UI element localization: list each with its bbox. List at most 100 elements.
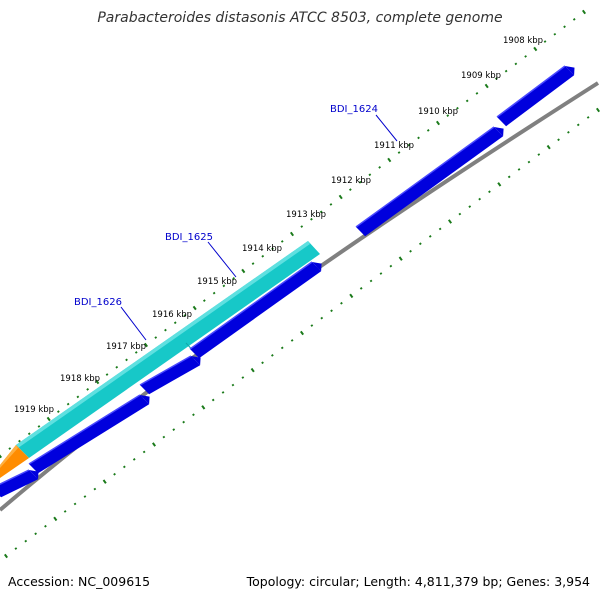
ruler-minor-tick <box>221 391 225 394</box>
cds-bdi-1623[interactable] <box>497 66 575 127</box>
ruler-major-tick <box>435 120 441 126</box>
ruler-minor-tick <box>44 524 47 528</box>
ruler-minor-tick <box>446 114 450 117</box>
ruler-minor-tick <box>340 301 343 305</box>
ruler-minor-tick <box>125 358 128 362</box>
kbp-label-1918: 1918 kbp <box>60 374 100 384</box>
leader-line-bdi-1624 <box>375 114 398 142</box>
ruler-minor-tick <box>576 123 580 127</box>
ruler-minor-tick <box>504 69 508 73</box>
cds-bdi-1628[interactable] <box>0 470 39 498</box>
ruler-minor-tick <box>458 212 462 216</box>
gene-feature-bdi-1625[interactable] <box>16 241 320 458</box>
cds-bdi-1625-forward-highlight <box>189 261 313 350</box>
ruler-minor-tick <box>543 40 547 43</box>
cds-bdi-1627[interactable] <box>29 395 150 474</box>
ruler-minor-tick <box>27 432 31 436</box>
ruler-minor-tick <box>456 106 459 110</box>
ruler-minor-tick <box>86 388 90 391</box>
ruler-minor-tick <box>438 227 442 231</box>
ruler-minor-tick <box>468 205 472 208</box>
ruler-minor-tick <box>162 435 166 439</box>
ruler-minor-tick <box>280 240 284 243</box>
ruler-minor-tick <box>73 502 77 506</box>
ruler-minor-tick <box>329 203 333 206</box>
cds-bdi-1627-arrow-tip <box>140 395 150 405</box>
gene-label-bdi-1626[interactable]: BDI_1626 <box>74 297 122 308</box>
ruler-minor-tick <box>56 410 60 413</box>
ruler-major-tick <box>250 367 255 373</box>
gene-label-bdi-1625[interactable]: BDI_1625 <box>165 232 213 243</box>
ruler-major-tick <box>484 83 489 89</box>
ruler-minor-tick <box>261 361 264 365</box>
ruler-minor-tick <box>105 373 109 376</box>
kbp-label-1913: 1913 kbp <box>286 210 326 220</box>
kbp-label-1911: 1911 kbp <box>374 141 414 151</box>
ruler-minor-tick <box>567 131 570 134</box>
ruler-minor-tick <box>300 225 304 228</box>
ruler-minor-tick <box>407 143 411 147</box>
ruler-minor-tick <box>426 129 430 132</box>
ruler-major-tick <box>241 268 246 274</box>
gene-label-bdi-1624[interactable]: BDI_1624 <box>330 104 378 115</box>
ruler-minor-tick <box>572 18 576 21</box>
ruler-minor-tick <box>319 210 323 214</box>
ruler-major-tick <box>53 516 58 522</box>
cds-bdi-1626-arrow-tip <box>191 356 201 366</box>
leader-line-bdi-1626 <box>120 306 147 341</box>
ruler-minor-tick <box>527 160 531 164</box>
cds-bdi-1623-arrow-tip <box>565 66 575 76</box>
ruler-minor-tick <box>270 354 274 357</box>
ruler-minor-tick <box>232 277 236 280</box>
cds-bdi-1625-forward[interactable] <box>190 262 322 359</box>
kbp-label-1919: 1919 kbp <box>14 405 54 415</box>
genome-summary: Topology: circular; Length: 4,811,379 bp… <box>246 574 590 589</box>
ruler-minor-tick <box>310 324 314 327</box>
ruler-minor-tick <box>63 510 67 513</box>
ruler-minor-tick <box>586 116 590 119</box>
kbp-label-1916: 1916 kbp <box>152 310 192 320</box>
cds-bdi-1623-highlight <box>496 65 566 118</box>
ruler-major-tick <box>595 107 600 113</box>
ruler-minor-tick <box>113 472 116 476</box>
ruler-major-tick <box>533 46 538 52</box>
ruler-minor-tick <box>368 173 372 177</box>
ruler-minor-tick <box>514 62 518 66</box>
accession-label: Accession: NC_009615 <box>8 574 151 589</box>
cds-bdi-1626[interactable] <box>140 356 201 395</box>
outer-tick-ring <box>0 9 587 459</box>
ruler-minor-tick <box>134 351 138 354</box>
ruler-minor-tick <box>34 532 38 536</box>
ruler-major-tick <box>46 416 51 422</box>
ruler-major-tick <box>95 379 100 385</box>
ruler-major-tick <box>349 293 354 299</box>
ruler-major-tick <box>201 405 206 410</box>
ruler-major-tick <box>299 330 305 336</box>
ruler-minor-tick <box>378 166 382 169</box>
ruler-minor-tick <box>192 413 195 417</box>
ruler-minor-tick <box>537 153 541 156</box>
ruler-minor-tick <box>271 247 274 251</box>
cds-bdi-1627-highlight <box>28 394 141 465</box>
ruler-minor-tick <box>524 55 527 58</box>
cds-forward-strand[interactable] <box>0 65 575 498</box>
ruler-minor-tick <box>183 314 187 317</box>
ruler-minor-tick <box>241 376 245 379</box>
ruler-minor-tick <box>290 339 294 342</box>
cds-bdi-1624[interactable] <box>356 127 504 237</box>
cds-bdi-1628-arrow-tip <box>29 470 39 480</box>
cds-bdi-1624-highlight <box>355 126 495 228</box>
ruler-major-tick <box>387 157 392 163</box>
ruler-major-tick <box>0 454 3 459</box>
ruler-minor-tick <box>369 279 373 283</box>
ruler-minor-tick <box>280 346 284 350</box>
kbp-label-1910: 1910 kbp <box>418 107 458 117</box>
ruler-minor-tick <box>76 395 80 399</box>
ruler-minor-tick <box>132 458 136 461</box>
ruler-minor-tick <box>14 547 18 550</box>
gene-feature-orange[interactable] <box>0 445 29 478</box>
ruler-minor-tick <box>222 284 226 288</box>
ruler-major-tick <box>192 305 197 311</box>
kbp-label-1915: 1915 kbp <box>197 277 237 287</box>
